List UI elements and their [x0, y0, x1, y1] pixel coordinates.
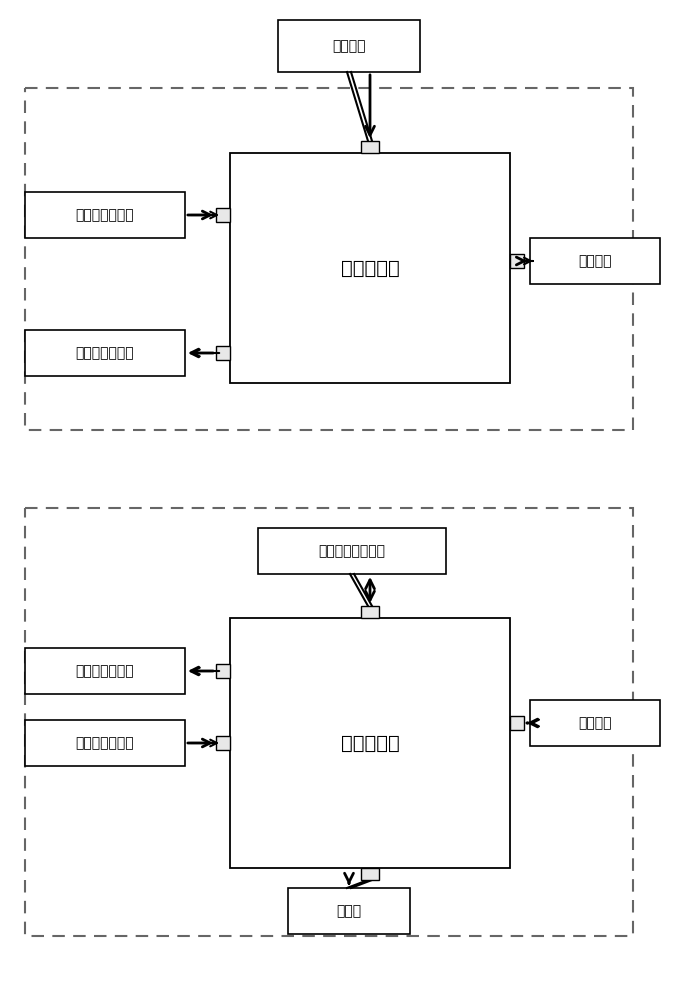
Bar: [216, 208, 230, 222]
Text: 第二无线发射器: 第二无线发射器: [75, 664, 134, 678]
Bar: [530, 238, 660, 284]
Text: 第二单片机: 第二单片机: [340, 734, 399, 752]
Text: 程控开关: 程控开关: [578, 254, 612, 268]
Bar: [25, 192, 185, 238]
Bar: [216, 736, 230, 750]
Text: 第一无线发射器: 第一无线发射器: [75, 346, 134, 360]
Bar: [361, 606, 379, 618]
Text: 第一单片机: 第一单片机: [340, 258, 399, 277]
Bar: [278, 20, 420, 72]
Bar: [25, 508, 633, 936]
Bar: [530, 700, 660, 746]
Bar: [25, 88, 633, 430]
Text: 第一电源: 第一电源: [332, 39, 366, 53]
Text: 第二电源: 第二电源: [578, 716, 612, 730]
Bar: [216, 346, 230, 360]
Bar: [25, 648, 185, 694]
Bar: [25, 720, 185, 766]
Text: 第一无线接收器: 第一无线接收器: [75, 208, 134, 222]
Bar: [510, 254, 524, 268]
Text: 显示器: 显示器: [336, 904, 361, 918]
Text: 第二无线接收器: 第二无线接收器: [75, 736, 134, 750]
Bar: [258, 528, 446, 574]
Bar: [216, 664, 230, 678]
Bar: [230, 153, 510, 383]
Bar: [510, 716, 524, 730]
Bar: [25, 330, 185, 376]
Bar: [361, 868, 379, 880]
Text: 人机交互操作按键: 人机交互操作按键: [319, 544, 386, 558]
Bar: [230, 618, 510, 868]
Bar: [361, 141, 379, 153]
Bar: [288, 888, 410, 934]
